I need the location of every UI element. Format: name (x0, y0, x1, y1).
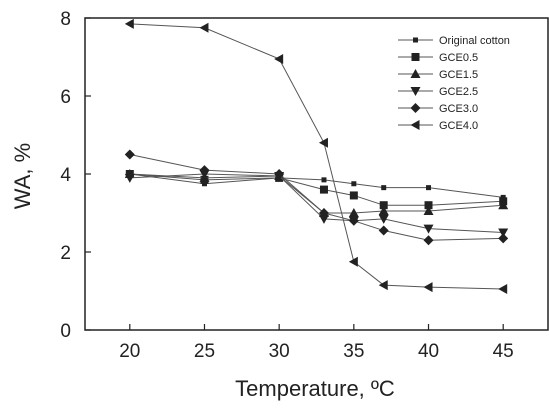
series-gce1-5 (124, 169, 509, 217)
legend-item: GCE2.5 (398, 86, 478, 98)
data-point (378, 214, 389, 224)
x-tick-label: 45 (493, 341, 514, 362)
y-tick-label: 4 (60, 165, 71, 186)
plot-frame (84, 17, 549, 331)
x-axis-title: Temperature, ºC (235, 376, 395, 401)
legend: Original cotton GCE0.5 GCE1.5 GCE2.5 GCE3.0 G… (398, 35, 510, 132)
series-line (129, 173, 504, 214)
legend-label: GCE4.0 (439, 120, 478, 132)
legend-marker (411, 53, 420, 61)
series-line (129, 23, 504, 290)
data-point (318, 208, 329, 218)
series-line (129, 173, 504, 233)
y-axis: 0 2 4 6 8 (60, 9, 91, 342)
legend-label: GCE0.5 (439, 52, 478, 64)
data-point (124, 18, 134, 29)
data-point (348, 256, 358, 267)
y-axis-title: WA, % (10, 143, 35, 209)
data-point (498, 284, 508, 295)
data-point (321, 177, 327, 183)
data-point (379, 201, 388, 210)
legend-item: GCE0.5 (398, 52, 478, 64)
y-tick-label: 8 (60, 9, 71, 30)
data-point (348, 215, 359, 226)
legend-item: GCE3.0 (398, 103, 478, 115)
x-axis: 20 25 30 35 40 45 (119, 324, 514, 362)
legend-marker (410, 69, 421, 78)
data-point (124, 173, 135, 183)
legend-label: GCE3.0 (439, 103, 478, 115)
legend-marker (410, 103, 421, 113)
data-point (348, 208, 359, 217)
data-point (498, 200, 509, 210)
data-point (423, 206, 434, 216)
data-point (199, 22, 209, 33)
data-point (424, 201, 433, 210)
data-point (351, 181, 357, 187)
y-tick-label: 0 (60, 321, 71, 342)
x-tick-label: 40 (418, 341, 439, 362)
series-original-cotton (127, 171, 506, 200)
data-point (423, 224, 434, 234)
data-point (318, 214, 329, 224)
y-tick-label: 2 (60, 243, 71, 264)
data-point (378, 206, 389, 216)
legend-label: Original cotton (439, 35, 510, 47)
series-gce4-0 (124, 18, 508, 295)
series-line (129, 173, 504, 206)
data-point (378, 225, 389, 236)
x-tick-label: 20 (119, 341, 140, 362)
data-point (426, 185, 432, 191)
data-point (378, 280, 388, 291)
data-point (498, 233, 509, 244)
data-point (274, 53, 284, 64)
legend-item: Original cotton (398, 35, 510, 47)
data-point (423, 235, 434, 246)
plot-area-border (84, 17, 549, 331)
series-line (129, 154, 504, 241)
legend-marker (410, 120, 420, 130)
legend-item: GCE4.0 (398, 120, 478, 132)
data-point (349, 191, 358, 200)
legend-marker (410, 87, 421, 96)
series-gce0-5 (125, 170, 508, 210)
series-line (129, 173, 504, 198)
legend-label: GCE2.5 (439, 86, 478, 98)
x-tick-label: 25 (194, 341, 215, 362)
data-point (274, 169, 285, 179)
x-tick-label: 30 (269, 341, 290, 362)
y-tick-label: 6 (60, 87, 71, 108)
x-tick-label: 35 (343, 341, 364, 362)
series-gce3-0 (124, 149, 509, 246)
data-point (381, 185, 387, 191)
data-point (124, 149, 135, 160)
data-point (319, 185, 328, 194)
legend-item: GCE1.5 (398, 69, 478, 81)
data-point (498, 228, 509, 238)
data-point (199, 165, 210, 176)
series-layer (124, 18, 509, 295)
legend-label: GCE1.5 (439, 69, 478, 81)
data-point (423, 282, 433, 293)
legend-marker (413, 37, 418, 43)
data-point (318, 137, 328, 148)
